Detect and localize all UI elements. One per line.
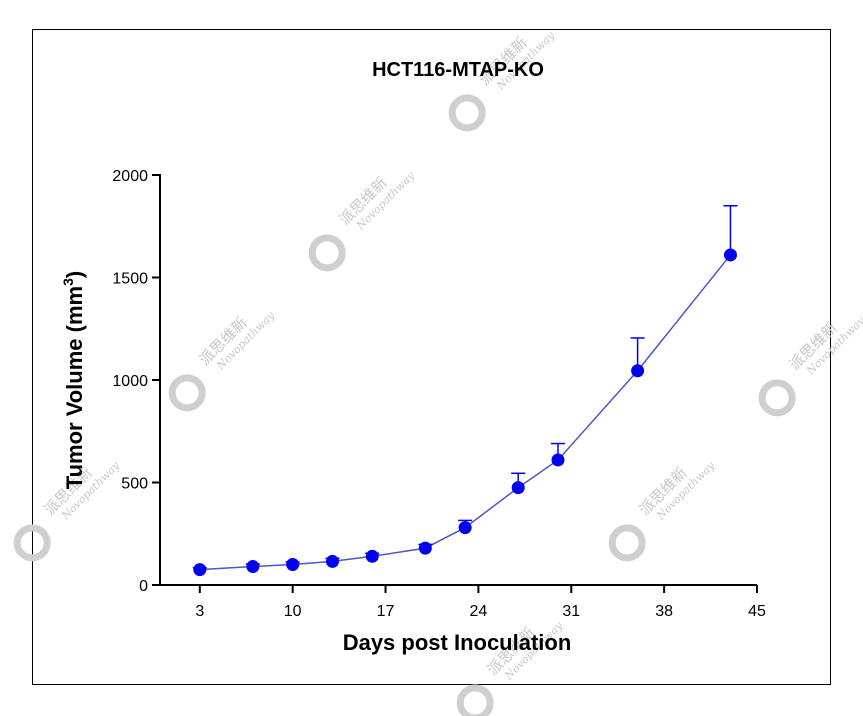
x-tick-label: 3 xyxy=(195,603,204,620)
chart-frame xyxy=(32,29,831,685)
novopathway-logo-icon xyxy=(758,379,796,417)
y-axis-label-main: Tumor Volume (mm xyxy=(62,286,87,489)
chart-title: HCT116-MTAP-KO xyxy=(372,59,544,81)
y-tick-label: 0 xyxy=(139,578,148,595)
data-point xyxy=(246,560,260,574)
novopathway-logo-icon xyxy=(13,524,51,562)
x-tick-label: 17 xyxy=(377,603,395,620)
data-point xyxy=(551,453,565,467)
y-axis-label: Tumor Volume (mm3) xyxy=(60,271,87,489)
data-point xyxy=(365,549,379,563)
y-tick-label: 2000 xyxy=(112,168,148,185)
novopathway-logo-icon xyxy=(308,234,346,272)
y-axis-label-close: ) xyxy=(62,271,87,278)
x-tick-label: 10 xyxy=(284,603,302,620)
tick-labels: 3 10 17 24 31 38 45 0 500 1000 1500 2000 xyxy=(112,168,766,620)
y-tick-label: 1000 xyxy=(112,373,148,390)
y-axis-label-superscript: 3 xyxy=(60,278,76,286)
data-point xyxy=(631,364,645,378)
data-point xyxy=(511,481,525,495)
x-axis-label: Days post Inoculation xyxy=(343,630,572,655)
x-tick-label: 45 xyxy=(748,603,766,620)
data-point xyxy=(723,248,737,262)
y-tick-label: 500 xyxy=(121,476,148,493)
novopathway-logo-icon xyxy=(608,524,646,562)
data-series xyxy=(192,205,738,577)
axes xyxy=(152,174,758,593)
novopathway-logo-icon xyxy=(448,94,486,132)
x-tick-label: 31 xyxy=(562,603,580,620)
novopathway-logo-icon xyxy=(456,684,494,716)
x-tick-label: 38 xyxy=(655,603,673,620)
x-tick-label: 24 xyxy=(470,603,488,620)
data-point xyxy=(418,541,432,555)
data-point xyxy=(325,554,339,568)
data-point xyxy=(286,558,300,571)
novopathway-logo-icon xyxy=(168,374,206,412)
y-tick-label: 1500 xyxy=(112,271,148,288)
data-point xyxy=(458,521,472,535)
data-point xyxy=(193,563,207,577)
